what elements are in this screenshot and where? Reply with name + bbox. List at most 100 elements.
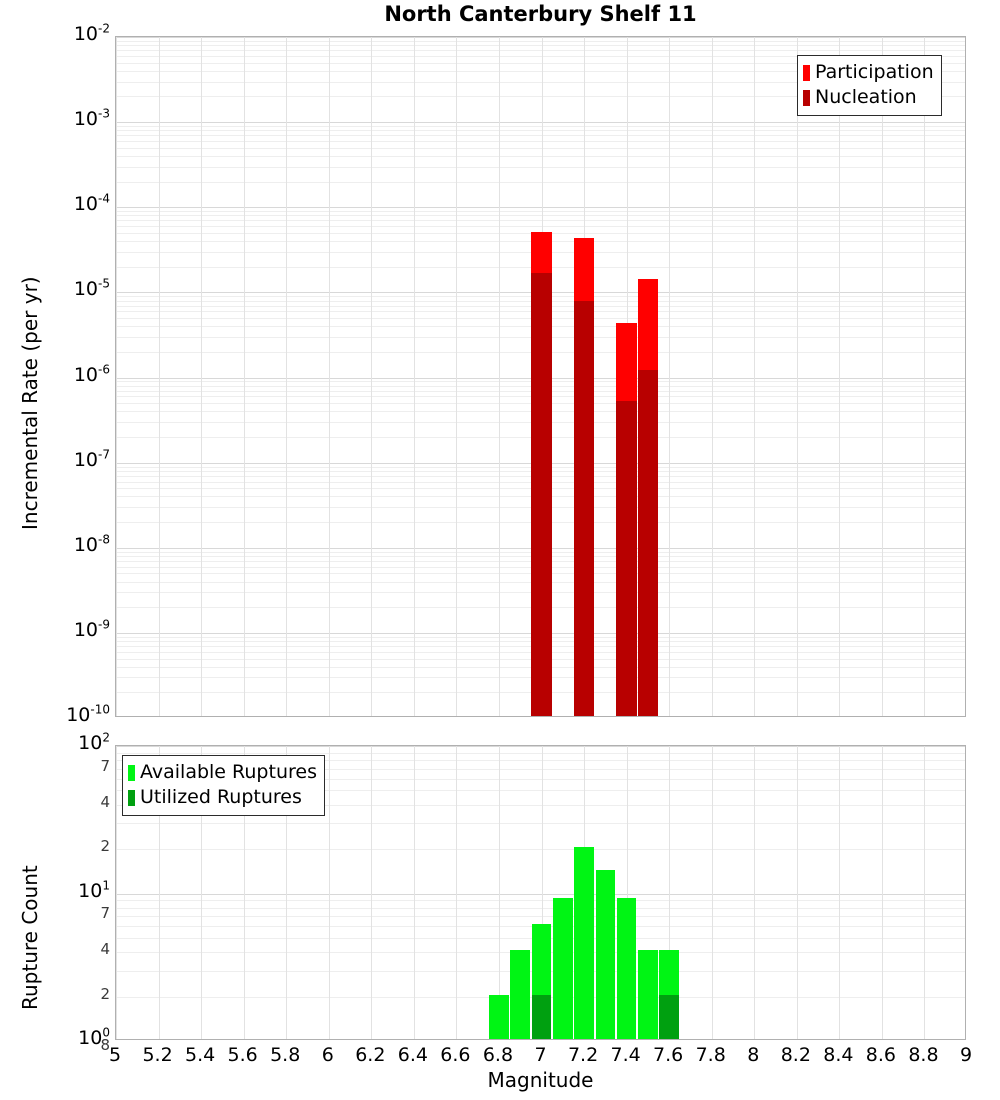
y-tick-label: 10-8 bbox=[73, 532, 110, 556]
y-tick-label: 10-7 bbox=[73, 447, 110, 471]
gridline-minor bbox=[116, 126, 965, 128]
x-tick-label: 6.2 bbox=[355, 1044, 386, 1066]
y-tick-label: 100 bbox=[78, 1025, 110, 1049]
gridline-major bbox=[116, 122, 965, 124]
gridline-vertical bbox=[711, 746, 713, 1039]
top-y-tick-labels: 10-2 10-3 10-4 10-5 10-6 10-7 10-8 10-9 10-10 bbox=[0, 0, 110, 760]
x-tick-label: 8.4 bbox=[823, 1044, 854, 1066]
bar-available-ruptures bbox=[616, 898, 637, 1039]
top-bars bbox=[116, 37, 965, 716]
x-tick-label: 8.6 bbox=[865, 1044, 896, 1066]
bar-available-ruptures bbox=[552, 898, 573, 1039]
y-tick-label: 10-4 bbox=[73, 191, 110, 216]
x-tick-label: 7.2 bbox=[567, 1044, 599, 1066]
gridline-vertical bbox=[924, 37, 926, 716]
legend-swatch-utilized-ruptures bbox=[128, 789, 135, 806]
gridline-minor bbox=[116, 45, 965, 47]
gridline-vertical bbox=[371, 37, 373, 716]
gridline-vertical bbox=[413, 37, 415, 716]
y-tick-label: 10-3 bbox=[73, 106, 110, 131]
gridline-vertical bbox=[796, 746, 798, 1039]
legend-label-participation: Participation bbox=[815, 61, 934, 83]
x-tick-label: 6.4 bbox=[397, 1044, 428, 1066]
legend-label-available-ruptures: Available Ruptures bbox=[140, 761, 317, 783]
gridline-minor bbox=[116, 849, 965, 851]
bar-available-ruptures bbox=[510, 950, 530, 1039]
y-tick-label: 10-2 bbox=[73, 21, 110, 45]
y-tick-label-minor: 2 bbox=[100, 837, 110, 856]
bar-available-ruptures bbox=[574, 847, 594, 1039]
y-tick-label: 10-5 bbox=[73, 277, 110, 301]
gridline-minor bbox=[116, 181, 965, 183]
x-tick-label: 6.8 bbox=[482, 1044, 514, 1066]
x-tick-label: 7.4 bbox=[610, 1044, 641, 1066]
gridline-minor bbox=[116, 130, 965, 132]
bar-utilized-ruptures bbox=[659, 994, 679, 1039]
gridline-vertical bbox=[201, 746, 203, 1039]
bottom-y-axis-title: Rupture Count bbox=[18, 865, 42, 1010]
gridline-vertical bbox=[669, 37, 671, 716]
legend-label-utilized-ruptures: Utilized Ruptures bbox=[140, 786, 302, 808]
gridline-minor bbox=[116, 147, 965, 149]
gridline-vertical bbox=[286, 37, 288, 716]
bar-nucleation bbox=[531, 273, 552, 716]
gridline-vertical bbox=[498, 37, 500, 716]
gridline-minor bbox=[116, 166, 965, 168]
bar-utilized-ruptures bbox=[531, 994, 552, 1039]
gridline-vertical bbox=[924, 746, 926, 1039]
gridline-minor bbox=[116, 62, 965, 64]
legend-item: Utilized Ruptures bbox=[128, 785, 317, 810]
legend-swatch-nucleation bbox=[803, 89, 810, 106]
gridline-minor bbox=[116, 760, 965, 762]
gridline-major bbox=[116, 207, 965, 209]
gridline-minor bbox=[116, 804, 965, 806]
bar-nucleation bbox=[573, 301, 595, 716]
gridline-minor bbox=[116, 55, 965, 57]
y-tick-label-minor: 4 bbox=[100, 792, 110, 811]
gridline-minor bbox=[116, 40, 965, 42]
x-tick-label: 6 bbox=[321, 1044, 334, 1066]
gridline-vertical bbox=[669, 746, 671, 1039]
gridline-minor bbox=[116, 81, 965, 83]
x-tick-label: 7.6 bbox=[653, 1044, 684, 1066]
gridline-vertical bbox=[541, 746, 543, 1039]
legend-item: Available Ruptures bbox=[128, 760, 317, 785]
gridline-vertical bbox=[881, 37, 883, 716]
bar-available-ruptures bbox=[638, 950, 658, 1039]
gridline-vertical bbox=[456, 746, 458, 1039]
y-tick-label-minor: 8 bbox=[100, 1036, 110, 1054]
x-tick-label: 8.2 bbox=[780, 1044, 811, 1066]
incremental-rate-plot-area bbox=[115, 36, 966, 717]
gridline-vertical bbox=[116, 37, 117, 716]
gridline-minor bbox=[116, 135, 965, 137]
bar-nucleation bbox=[637, 370, 658, 716]
x-tick-label: 5 bbox=[108, 1044, 122, 1066]
gridline-vertical bbox=[286, 746, 288, 1039]
y-tick-label: 10-6 bbox=[73, 362, 110, 386]
gridline-vertical bbox=[371, 746, 373, 1039]
gridline-minor bbox=[116, 778, 965, 780]
bar-available-ruptures bbox=[489, 994, 509, 1039]
bar-nucleation bbox=[616, 401, 637, 716]
gridline-major bbox=[116, 893, 965, 895]
gridline-major bbox=[116, 746, 965, 747]
gridline-minor bbox=[116, 752, 965, 754]
gridline-vertical bbox=[243, 746, 245, 1039]
gridline-minor bbox=[116, 916, 965, 918]
gridline-minor bbox=[116, 823, 965, 825]
gridline-vertical bbox=[158, 37, 160, 716]
legend-item: Nucleation bbox=[803, 85, 934, 110]
gridline-vertical bbox=[201, 37, 203, 716]
x-tick-label: 5.8 bbox=[270, 1044, 301, 1066]
gridline-vertical bbox=[413, 746, 415, 1039]
y-tick-label-minor: 4 bbox=[100, 940, 110, 959]
y-tick-label: 101 bbox=[78, 878, 110, 902]
x-tick-label: 5.2 bbox=[142, 1044, 173, 1066]
x-tick-label: 6.6 bbox=[440, 1044, 471, 1066]
rupture-legend: Available Ruptures Utilized Ruptures bbox=[122, 755, 325, 816]
gridline-major bbox=[116, 37, 965, 38]
gridline-minor bbox=[116, 215, 965, 217]
gridline-minor bbox=[116, 141, 965, 142]
y-tick-label-minor: 7 bbox=[100, 756, 110, 775]
y-tick-label: 10-9 bbox=[73, 617, 110, 641]
